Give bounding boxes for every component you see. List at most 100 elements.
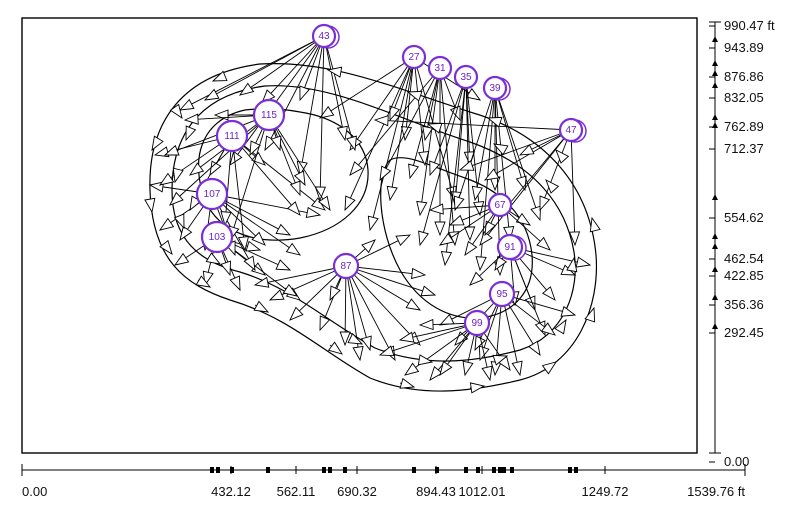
edge-27-7: [386, 56, 415, 202]
edge-31-4-arrowhead: [422, 125, 434, 142]
y-tick-label: 462.54: [724, 251, 764, 266]
y-axis-marker-8: [712, 243, 718, 249]
edge-99-3-arrowhead: [439, 360, 453, 377]
edge-87-10-arrowhead: [329, 285, 341, 302]
edge-39-7-line: [494, 87, 537, 208]
x-axis-marker-2: [230, 467, 234, 473]
edge-31-0: [408, 67, 441, 180]
rim-arrow-19-arrowhead: [173, 213, 185, 230]
y-tick-label: 0.00: [724, 454, 749, 469]
edge-111-4-arrowhead: [237, 235, 250, 252]
edge-31-2-arrowhead: [434, 221, 446, 237]
node-87-ring: [332, 252, 360, 280]
node-27[interactable]: 27: [401, 44, 427, 70]
y-tick-label: 943.89: [724, 40, 764, 55]
edge-39-7-arrowhead: [530, 205, 542, 222]
diagram-frame: [21, 17, 698, 454]
edge-47-1-line: [472, 129, 572, 167]
edge-43-0-arrowhead: [178, 98, 195, 111]
rim-arrow-23: [417, 354, 434, 366]
edge-43-6-arrowhead: [336, 125, 348, 142]
rim-arrow-27: [545, 179, 560, 194]
node-111[interactable]: 111: [215, 119, 249, 153]
node-47-ring: [558, 117, 584, 143]
node-label: 99: [471, 318, 483, 329]
edge-87-8-arrowhead: [395, 234, 412, 246]
edge-115-1-line: [179, 114, 270, 197]
rim-arrow-15-arrowhead: [326, 66, 343, 78]
rim-arrow-17-arrowhead: [185, 125, 197, 142]
nodes-layer: 43 27 31 35 39 47 115 111 107 103 87 67 91 95 99: [195, 23, 587, 337]
rim-arrow-4: [195, 275, 212, 288]
x-axis-marker-15: [568, 467, 572, 473]
node-91[interactable]: 91: [496, 233, 527, 261]
x-tick-label: 562.11: [277, 484, 316, 499]
node-95[interactable]: 95: [488, 280, 516, 308]
node-107[interactable]: 107: [195, 177, 229, 211]
edge-99-0-arrowhead: [378, 345, 395, 357]
node-99[interactable]: 99: [463, 309, 491, 337]
edge-31-6: [379, 67, 441, 182]
edge-111-5-arrowhead: [286, 201, 301, 216]
edge-115-3-line: [233, 114, 270, 228]
edge-43-5-line: [319, 35, 325, 188]
edge-87-14-arrowhead: [253, 276, 270, 288]
rim-arrow-21: [282, 283, 299, 297]
edge-115-7-arrowhead: [270, 135, 282, 152]
edge-115-8-line: [268, 114, 324, 200]
rim-arrow-12-arrowhead: [555, 149, 570, 164]
node-label: 107: [204, 189, 221, 200]
y-axis-marker-1: [712, 60, 718, 66]
edge-35-0: [429, 76, 467, 177]
edge-107-1-arrowhead: [158, 217, 175, 231]
edge-107-2-arrowhead: [179, 225, 193, 242]
node-39-ring: [482, 75, 508, 101]
node-67-ring: [487, 192, 513, 218]
edge-31-2: [434, 68, 446, 237]
node-87[interactable]: 87: [332, 252, 360, 280]
rim-arrow-7: [399, 377, 416, 389]
edge-43-7-arrowhead: [346, 135, 357, 152]
node-43[interactable]: 43: [311, 23, 340, 49]
edge-35-4-arrowhead: [418, 230, 430, 247]
edge-47-5-arrowhead: [568, 231, 581, 247]
edge-67-6-arrowhead: [438, 232, 455, 246]
node-67[interactable]: 67: [487, 192, 513, 218]
edge-115-4-arrowhead: [249, 140, 261, 157]
edge-39-1-line: [476, 87, 496, 188]
x-axis-marker-1: [216, 467, 220, 473]
edge-35-0-arrowhead: [429, 160, 440, 177]
rim-arrow-10-arrowhead: [584, 306, 596, 323]
node-115[interactable]: 115: [252, 98, 286, 132]
node-47[interactable]: 47: [558, 117, 587, 143]
node-31[interactable]: 31: [427, 55, 453, 81]
rim-arrow-0: [169, 103, 183, 120]
x-axis-marker-10: [476, 467, 480, 473]
x-axis-marker-4: [322, 467, 326, 473]
edge-27-0-line: [330, 56, 415, 112]
edge-115-1-arrowhead: [169, 191, 184, 206]
node-label: 27: [408, 52, 420, 63]
edge-27-9-line: [372, 56, 415, 218]
node-35-ring: [453, 64, 479, 90]
rim-arrow-3: [159, 239, 173, 255]
edge-115-0-arrowhead: [163, 144, 180, 156]
node-label: 67: [494, 200, 506, 211]
x-axis-marker-12: [498, 467, 502, 473]
edge-43-8-arrowhead: [299, 85, 311, 102]
edge-115-5-arrowhead: [289, 180, 301, 197]
node-label: 87: [340, 261, 352, 272]
edge-27-6: [344, 56, 415, 212]
rim-arrow-29-arrowhead: [426, 122, 443, 134]
x-tick-label: 0.00: [22, 484, 47, 499]
node-103[interactable]: 103: [200, 220, 234, 254]
rim-arrow-18-arrowhead: [172, 167, 184, 184]
edge-39-6-arrowhead: [503, 226, 515, 242]
edge-47-2-line: [496, 129, 572, 174]
edge-67-5-arrowhead: [464, 240, 478, 257]
node-39[interactable]: 39: [482, 75, 511, 101]
edge-67-0-arrowhead: [428, 203, 444, 215]
y-axis-marker-9: [712, 266, 718, 272]
x-tick-label: 894.43: [416, 484, 456, 499]
node-35[interactable]: 35: [453, 64, 479, 90]
